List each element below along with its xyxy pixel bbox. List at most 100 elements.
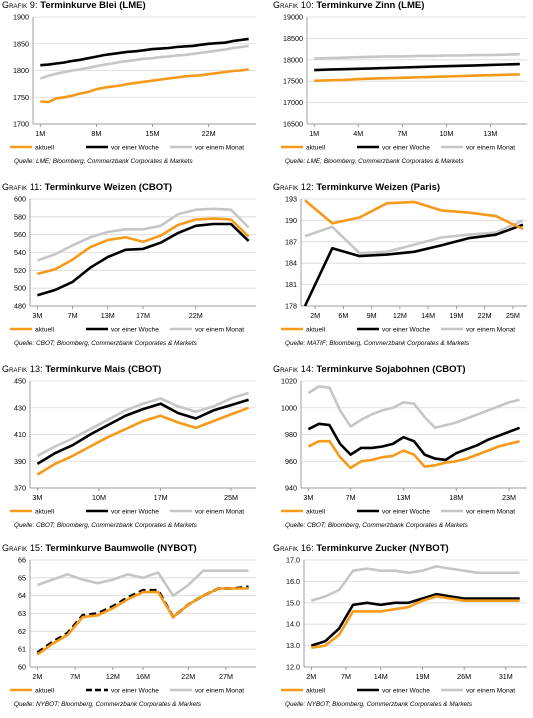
figure-title: Terminkurve Weizen (CBOT) xyxy=(42,182,173,193)
figure-number: Grafik 12: xyxy=(273,182,314,192)
chart-source: Quelle: CBOT; Bloomberg, Commerzbank Cor… xyxy=(285,522,468,529)
x-tick-label: 19M xyxy=(415,672,429,681)
legend-label: vor einem Monat xyxy=(466,327,515,334)
chart-title: Grafik 13: Terminkurve Mais (CBOT) xyxy=(2,364,161,375)
series-line-aktuell xyxy=(304,199,524,231)
y-tick-label: 560 xyxy=(14,230,26,239)
chart-svg: 60 61 62 63 64 65 66 2M 7M 12M 16M 22M 27M aktuell vor… xyxy=(10,556,256,695)
chart-source: Quelle: MATIF; Bloomberg, Commerzbank Co… xyxy=(285,340,470,347)
chart-panel-mais: Grafik 13: Terminkurve Mais (CBOT) 370 390… xyxy=(0,364,262,538)
legend-label: vor einer Woche xyxy=(111,327,159,334)
y-tick-label: 410 xyxy=(14,430,26,439)
x-tick-label: 22M xyxy=(478,311,492,320)
series-line-vor-einem-monat xyxy=(314,52,520,60)
series-line-vor-einem-monat xyxy=(310,565,520,602)
x-tick-label: 1M xyxy=(35,129,45,138)
series-line-vor-einer-woche xyxy=(307,422,521,462)
y-tick-label: 17500 xyxy=(283,77,303,86)
chart-title: Grafik 16: Terminkurve Zucker (NYBOT) xyxy=(273,543,449,554)
series-line-vor-einem-monat xyxy=(36,569,249,597)
chart-svg: 16500 17000 17500 18000 18500 19000 1M 4M 7M 10M 1… xyxy=(281,13,527,152)
x-tick-label: 13M xyxy=(396,493,410,502)
y-tick-label: 540 xyxy=(14,248,26,257)
y-tick-label: 193 xyxy=(285,195,297,204)
figure-title: Terminkurve Zucker (NYBOT) xyxy=(313,543,449,554)
x-tick-label: 12M xyxy=(106,672,120,681)
y-tick-label: 480 xyxy=(14,302,26,311)
x-tick-label: 22M xyxy=(189,311,203,320)
legend-label: vor einem Monat xyxy=(195,509,244,516)
x-tick-label: 8M xyxy=(91,129,101,138)
series-line-aktuell xyxy=(36,587,249,656)
x-tick-label: 7M xyxy=(346,493,356,502)
series-line-vor-einer-woche xyxy=(40,37,249,67)
y-tick-label: 1700 xyxy=(13,120,29,129)
y-tick-label: 64 xyxy=(18,591,26,600)
x-tick-label: 1M xyxy=(309,129,319,138)
x-tick-label: 18M xyxy=(449,493,463,502)
legend-label: vor einem Monat xyxy=(466,688,515,695)
x-tick-label: 13M xyxy=(483,129,497,138)
y-tick-label: 60 xyxy=(18,663,26,672)
series-line-vor-einer-woche xyxy=(37,222,250,297)
y-tick-label: 190 xyxy=(285,216,297,225)
figure-title: Terminkurve Mais (CBOT) xyxy=(42,364,162,375)
x-tick-label: 19M xyxy=(449,311,463,320)
x-tick-label: 31M xyxy=(499,672,513,681)
y-tick-label: 500 xyxy=(14,284,26,293)
series-line-vor-einer-woche xyxy=(36,398,249,466)
legend-label: vor einem Monat xyxy=(195,145,244,152)
figure-number: Grafik 14: xyxy=(273,364,314,374)
y-tick-label: 19000 xyxy=(283,13,303,22)
x-tick-label: 7M xyxy=(68,311,78,320)
y-tick-label: 960 xyxy=(285,457,297,466)
legend-label: vor einer Woche xyxy=(111,145,159,152)
legend-label: aktuell xyxy=(35,509,55,516)
x-tick-label: 14M xyxy=(421,311,435,320)
figure-number: Grafik 15: xyxy=(2,543,43,553)
y-tick-label: 12.0 xyxy=(286,663,300,672)
legend-label: aktuell xyxy=(35,688,55,695)
x-tick-label: 27M xyxy=(219,672,233,681)
chart-source: Quelle: NYBOT; Bloomberg, Commerzbank Co… xyxy=(14,701,202,708)
y-tick-label: 15.0 xyxy=(286,598,300,607)
y-tick-label: 63 xyxy=(18,609,26,618)
y-tick-label: 178 xyxy=(285,302,297,311)
chart-panel-sojabohnen: Grafik 14: Terminkurve Sojabohnen (CBOT)… xyxy=(271,364,533,538)
x-tick-label: 22M xyxy=(181,672,195,681)
series-line-vor-einer-woche xyxy=(310,592,520,647)
chart-title: Grafik 12: Terminkurve Weizen (Paris) xyxy=(273,182,440,193)
y-tick-label: 61 xyxy=(18,645,26,654)
y-tick-label: 62 xyxy=(18,627,26,636)
chart-source: Quelle: CBOT; Bloomberg, Commerzbank Cor… xyxy=(14,522,197,529)
x-tick-label: 10M xyxy=(439,129,453,138)
legend-label: aktuell xyxy=(306,509,326,516)
chart-title: Grafik 10: Terminkurve Zinn (LME) xyxy=(273,0,424,11)
x-tick-label: 3M xyxy=(303,493,313,502)
series-line-vor-einem-monat xyxy=(304,219,524,255)
legend-label: vor einem Monat xyxy=(195,688,244,695)
legend-label: vor einer Woche xyxy=(111,688,159,695)
chart-title: Grafik 11: Terminkurve Weizen (CBOT) xyxy=(2,182,172,193)
y-tick-label: 450 xyxy=(14,377,26,386)
series-line-vor-einem-monat xyxy=(36,207,250,262)
legend-label: vor einer Woche xyxy=(382,145,430,152)
legend-label: vor einem Monat xyxy=(466,145,515,152)
y-tick-label: 17.0 xyxy=(286,556,300,565)
figure-number: Grafik 16: xyxy=(273,543,314,553)
x-tick-label: 3M xyxy=(32,493,42,502)
y-tick-label: 187 xyxy=(285,237,297,246)
y-tick-label: 390 xyxy=(14,457,26,466)
chart-title: Grafik 14: Terminkurve Sojabohnen (CBOT) xyxy=(273,364,466,375)
legend-label: aktuell xyxy=(35,327,55,334)
chart-panel-zinn: Grafik 10: Terminkurve Zinn (LME) 16500 17… xyxy=(271,0,533,174)
y-tick-label: 1800 xyxy=(13,66,29,75)
figure-number: Grafik 11: xyxy=(2,182,43,192)
legend-label: aktuell xyxy=(306,145,326,152)
x-tick-label: 9M xyxy=(367,311,377,320)
chart-panel-baumwolle: Grafik 15: Terminkurve Baumwolle (NYBOT)… xyxy=(0,543,262,717)
chart-svg: 480 500 520 540 560 580 600 3M 7M 13M 17M 22M aktuel… xyxy=(10,195,256,334)
y-tick-label: 1750 xyxy=(13,93,29,102)
chart-panel-zucker: Grafik 16: Terminkurve Zucker (NYBOT) 12.… xyxy=(271,543,533,717)
chart-svg: 370 390 410 430 450 3M 10M 17M 25M aktuell vor ein… xyxy=(10,377,256,516)
